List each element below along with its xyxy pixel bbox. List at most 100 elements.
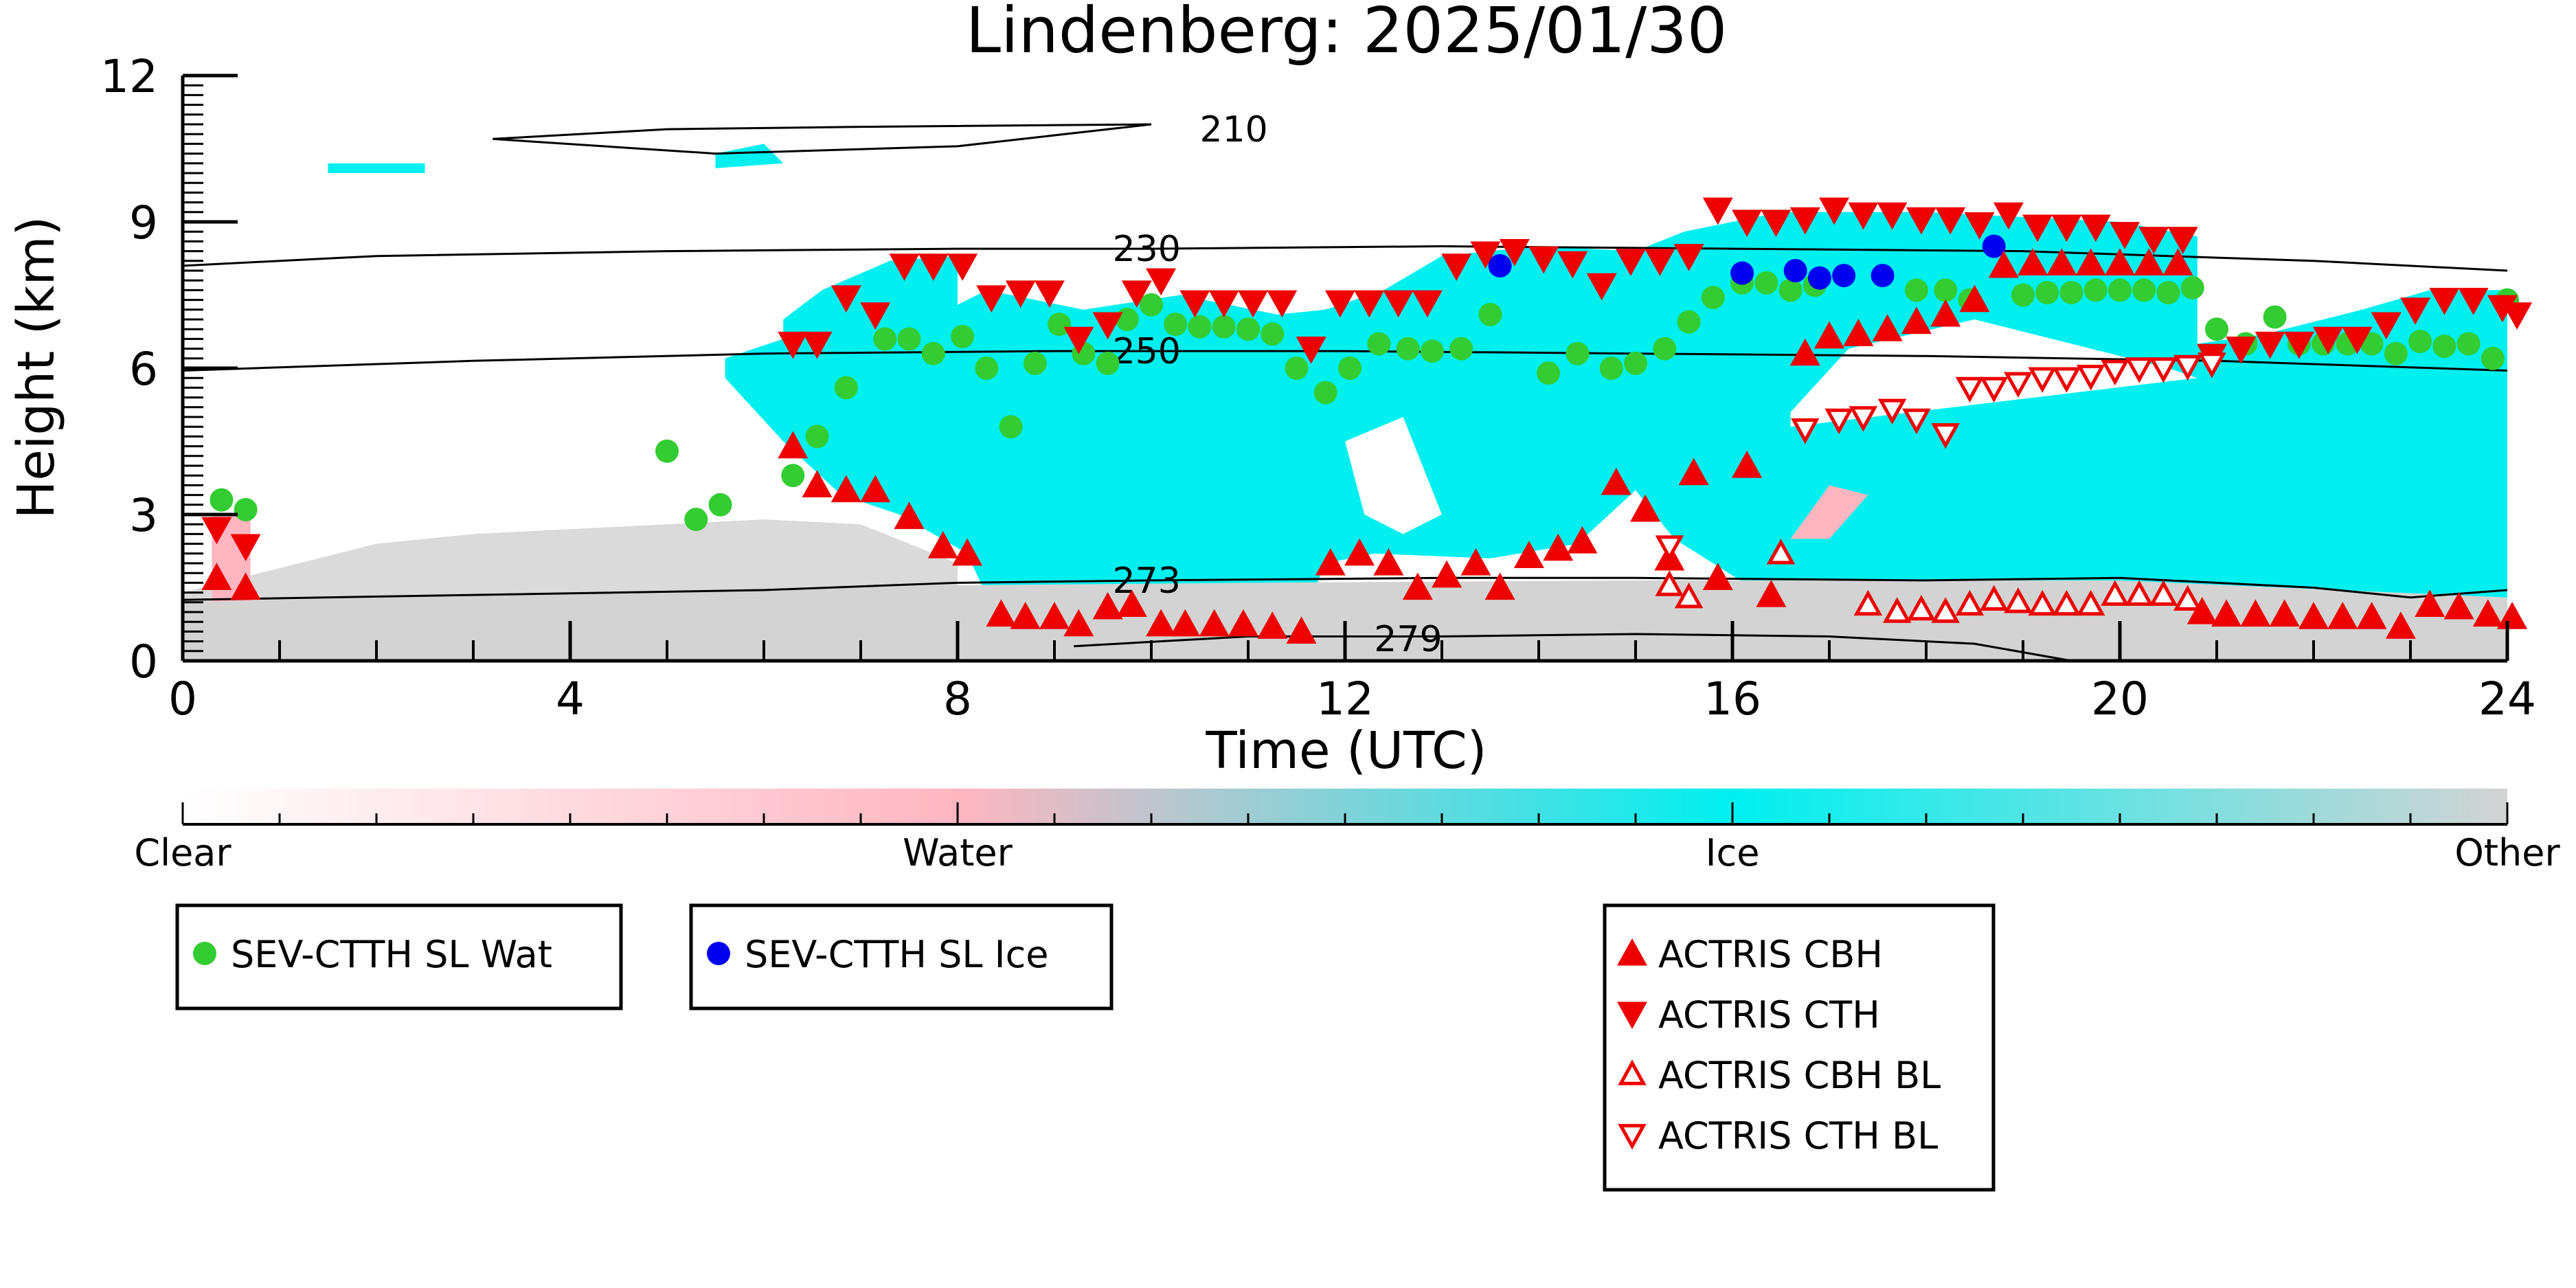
contour-label: 273 xyxy=(1113,561,1181,602)
data-point xyxy=(2075,248,2106,275)
series-actris-cth-bl xyxy=(1655,352,2226,561)
data-point xyxy=(2342,326,2373,354)
data-point xyxy=(655,439,679,463)
data-point xyxy=(2458,288,2489,315)
data-point xyxy=(2255,331,2285,359)
data-point xyxy=(778,431,809,459)
data-point xyxy=(1005,280,1036,308)
data-point xyxy=(2132,278,2156,302)
y-tick-label: 6 xyxy=(129,343,158,396)
data-point xyxy=(1039,602,1070,629)
data-point xyxy=(1092,312,1123,340)
data-point xyxy=(2149,580,2178,606)
legend-frame xyxy=(1603,903,1996,1192)
data-point xyxy=(2138,227,2169,254)
data-point xyxy=(947,253,978,281)
colorbar-label: Other xyxy=(2454,831,2560,874)
data-point xyxy=(1906,207,1936,235)
data-point xyxy=(1901,306,1932,335)
data-point xyxy=(1979,585,2009,611)
data-point xyxy=(2035,280,2059,304)
data-point xyxy=(834,376,858,400)
y-axis-label: Height (km) xyxy=(7,216,66,519)
data-point xyxy=(1286,616,1317,644)
classification-colorbar: Clear Water Ice Other xyxy=(134,789,2560,874)
x-tick-label: 12 xyxy=(1316,673,1374,725)
data-point xyxy=(1848,202,1879,230)
data-point xyxy=(918,253,949,281)
data-point xyxy=(1630,494,1661,522)
data-point xyxy=(1902,408,1931,435)
data-point xyxy=(2134,248,2165,275)
data-point xyxy=(921,341,945,365)
data-point xyxy=(889,253,920,281)
data-point xyxy=(1528,246,1559,274)
data-point xyxy=(201,517,232,545)
data-point xyxy=(684,508,708,532)
data-point xyxy=(1470,241,1501,269)
data-point xyxy=(1701,286,1725,310)
data-point xyxy=(778,331,809,359)
data-point xyxy=(1931,423,1960,449)
data-point xyxy=(2197,352,2226,379)
data-point xyxy=(2298,602,2329,629)
data-point xyxy=(1702,563,1733,590)
legend-marker xyxy=(1617,938,1647,966)
data-point xyxy=(2076,589,2105,616)
legend-frame xyxy=(689,903,1114,1010)
data-point xyxy=(1907,594,1936,621)
ice-region xyxy=(725,212,2507,632)
data-point xyxy=(201,563,232,590)
data-point xyxy=(2022,214,2053,242)
data-point xyxy=(2211,599,2242,627)
data-point xyxy=(234,497,258,521)
data-point xyxy=(2110,222,2140,249)
data-point xyxy=(1566,341,1590,365)
data-point xyxy=(1993,202,2024,230)
legend-label: SEV-CTTH SL Wat xyxy=(231,933,552,976)
legend-label: ACTRIS CTH BL xyxy=(1658,1114,1938,1157)
data-point xyxy=(2052,589,2081,616)
data-point xyxy=(1188,315,1212,339)
data-point xyxy=(2173,585,2202,611)
data-point xyxy=(1338,357,1362,380)
contour-line xyxy=(182,350,2508,372)
data-point xyxy=(2101,580,2129,606)
data-point xyxy=(1934,278,1958,302)
data-point xyxy=(1871,264,1895,288)
data-point xyxy=(2415,589,2445,617)
legend-frame xyxy=(175,903,623,1010)
legend-label: ACTRIS CBH BL xyxy=(1658,1054,1941,1097)
legend-marker xyxy=(1617,1002,1647,1029)
data-point xyxy=(1383,290,1414,318)
data-point xyxy=(2481,346,2505,370)
data-point xyxy=(2400,297,2431,325)
clear-gap xyxy=(1345,417,1442,534)
data-point xyxy=(1236,317,1260,341)
data-point xyxy=(1478,302,1502,326)
data-point xyxy=(952,538,983,566)
data-point xyxy=(1789,338,1820,366)
data-point xyxy=(2101,359,2129,386)
temperature-contours: 210 230 250 273 279 xyxy=(182,109,2508,662)
axes: 0 4 8 12 16 20 24 0 3 6 9 12 xyxy=(100,50,2536,725)
data-point xyxy=(2051,214,2082,242)
data-point xyxy=(999,415,1023,439)
colorbar-label: Ice xyxy=(1706,831,1760,874)
data-point xyxy=(1843,319,1874,346)
legend-marker xyxy=(707,942,730,965)
legend-marker xyxy=(1618,1059,1647,1085)
data-point xyxy=(860,302,891,330)
legend-label: SEV-CTTH SL Ice xyxy=(745,933,1049,976)
data-point xyxy=(1754,271,1778,295)
data-point xyxy=(1208,290,1239,318)
data-point xyxy=(2472,599,2503,627)
data-point xyxy=(1121,280,1152,308)
data-point xyxy=(2028,367,2057,393)
chart-title: Lindenberg: 2025/01/30 xyxy=(966,0,1728,67)
data-point xyxy=(1673,244,1704,271)
data-point xyxy=(2443,591,2474,620)
data-point xyxy=(1615,249,1646,276)
data-point xyxy=(1702,197,1733,225)
